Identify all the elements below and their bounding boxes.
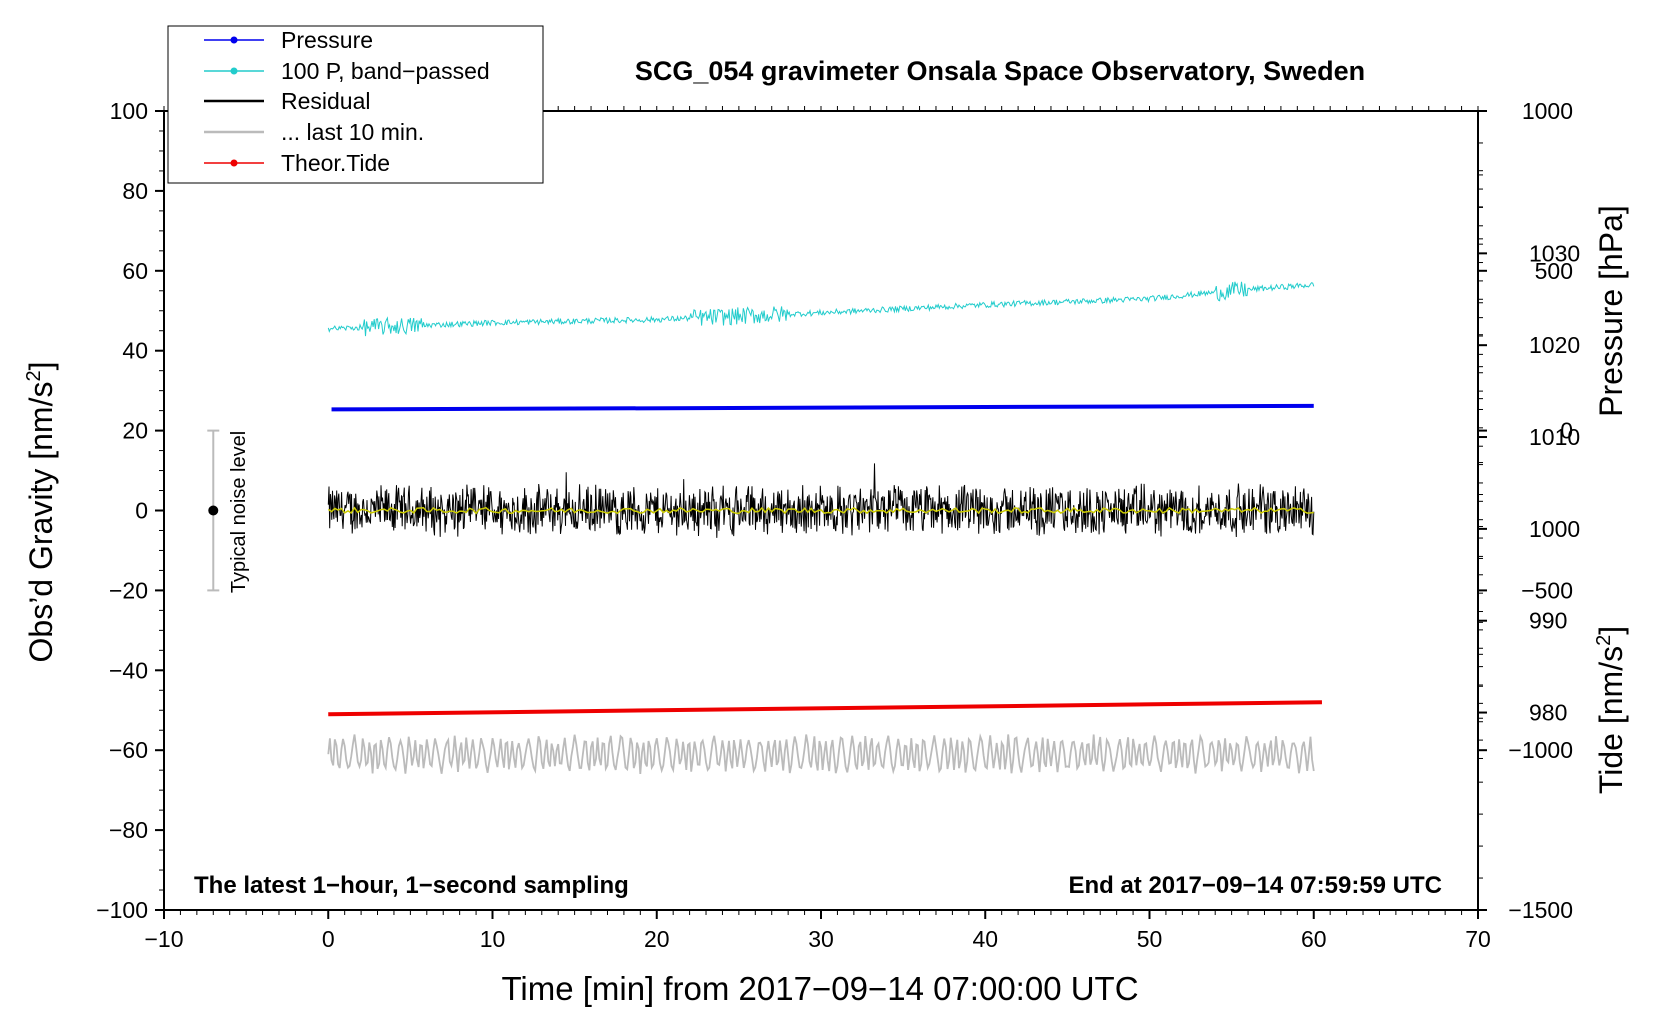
legend: Pressure 100 P, band−passed Residual ...… xyxy=(167,25,544,184)
legend-marker-pressure xyxy=(230,36,238,44)
noise-label: Typical noise level xyxy=(228,431,250,593)
x-tick-label: 50 xyxy=(1137,926,1163,952)
x-axis: −10 0 10 20 30 40 50 60 70 xyxy=(144,910,1491,952)
tide-tick-label: −1000 xyxy=(1508,737,1573,763)
legend-label-bandpassed: 100 P, band−passed xyxy=(281,58,490,84)
pressure-tick-label: 1020 xyxy=(1529,332,1580,358)
y-tick-label: 20 xyxy=(122,418,148,444)
legend-label-residual: Residual xyxy=(281,88,371,114)
y-tick-label: 0 xyxy=(135,498,148,524)
series-last-10-min xyxy=(327,733,1315,775)
series-pressure xyxy=(331,403,1314,412)
y-tick-label: 100 xyxy=(110,98,148,124)
pressure-tick-label: 980 xyxy=(1529,700,1567,726)
x-tick-label: 0 xyxy=(322,926,335,952)
pressure-tick-label: 1030 xyxy=(1529,240,1580,266)
y-tick-label: −60 xyxy=(109,737,148,763)
series-residual xyxy=(327,463,1315,538)
tide-tick-label: 1000 xyxy=(1522,98,1573,124)
series-theor-tide xyxy=(328,700,1322,717)
y-axis-pressure: 980 990 1000 1010 1020 1030 xyxy=(1478,170,1580,759)
y-axis-label-tide-sup: 2 xyxy=(1593,635,1615,646)
legend-label-theor-tide: Theor.Tide xyxy=(281,150,390,176)
y-tick-label: −100 xyxy=(96,897,148,923)
chart-title: SCG_054 gravimeter Onsala Space Observat… xyxy=(635,56,1365,86)
x-tick-label: 70 xyxy=(1465,926,1491,952)
y-axis-label-tide: Tide [nm/s2] xyxy=(1593,626,1629,794)
x-axis-label: Time [min] from 2017−09−14 07:00:00 UTC xyxy=(501,970,1138,1007)
x-tick-label: 10 xyxy=(480,926,506,952)
legend-label-pressure: Pressure xyxy=(281,27,373,53)
x-tick-label: −10 xyxy=(144,926,183,952)
legend-item-pressure: Pressure xyxy=(204,27,373,53)
pressure-tick-label: 1000 xyxy=(1529,516,1580,542)
legend-label-last-10-min: ... last 10 min. xyxy=(281,119,424,145)
pressure-tick-label: 990 xyxy=(1529,608,1567,634)
y-tick-label: −20 xyxy=(109,577,148,603)
legend-item-theor-tide: Theor.Tide xyxy=(204,150,390,176)
x-tick-label: 60 xyxy=(1301,926,1327,952)
legend-item-residual: Residual xyxy=(204,88,371,114)
legend-marker-theor-tide xyxy=(230,159,238,167)
y-axis-tide: −1500 −1000 −500 0 500 1000 xyxy=(1478,98,1573,923)
noise-bar xyxy=(207,429,220,592)
legend-item-last-10-min: ... last 10 min. xyxy=(204,119,424,145)
y-axis-label-pressure: Pressure [hPa] xyxy=(1593,205,1629,417)
x-tick-label: 30 xyxy=(808,926,834,952)
x-tick-label: 40 xyxy=(972,926,998,952)
y-axis-label-tide-close: ] xyxy=(1593,626,1629,635)
tide-tick-label: 500 xyxy=(1535,258,1573,284)
note-right: End at 2017−09−14 07:59:59 UTC xyxy=(1068,872,1442,899)
x-tick-label: 20 xyxy=(644,926,670,952)
y-tick-label: 40 xyxy=(122,338,148,364)
note-left: The latest 1−hour, 1−second sampling xyxy=(194,872,629,899)
y-axis-label-gravity: Obs’d Gravity [nm/s2] xyxy=(23,362,59,663)
legend-marker-bandpassed xyxy=(230,67,238,75)
y-axis-label-gravity-sup: 2 xyxy=(23,370,45,381)
pressure-tick-label: 1010 xyxy=(1529,424,1580,450)
series-residual-smoothed xyxy=(327,506,1314,515)
series-pressure-bandpassed xyxy=(327,281,1315,337)
legend-box xyxy=(167,25,544,184)
y-axis-gravity: −100 −80 −60 −40 −20 0 20 40 60 80 100 xyxy=(96,98,164,923)
y-tick-label: 80 xyxy=(122,178,148,204)
noise-bar-center-dot xyxy=(208,505,219,516)
legend-item-bandpassed: 100 P, band−passed xyxy=(204,58,490,84)
y-tick-label: −80 xyxy=(109,817,148,843)
y-tick-label: 60 xyxy=(122,258,148,284)
y-tick-label: −40 xyxy=(109,657,148,683)
tide-tick-label: 0 xyxy=(1560,418,1573,444)
tide-tick-label: −1500 xyxy=(1508,897,1573,923)
tide-tick-label: −500 xyxy=(1521,577,1573,603)
y-axis-label-gravity-close: ] xyxy=(23,362,59,371)
y-axis-label-gravity-main: Obs’d Gravity [nm/s xyxy=(23,382,59,663)
y-axis-label-tide-main: Tide [nm/s xyxy=(1593,646,1629,794)
series-layer xyxy=(327,281,1322,775)
